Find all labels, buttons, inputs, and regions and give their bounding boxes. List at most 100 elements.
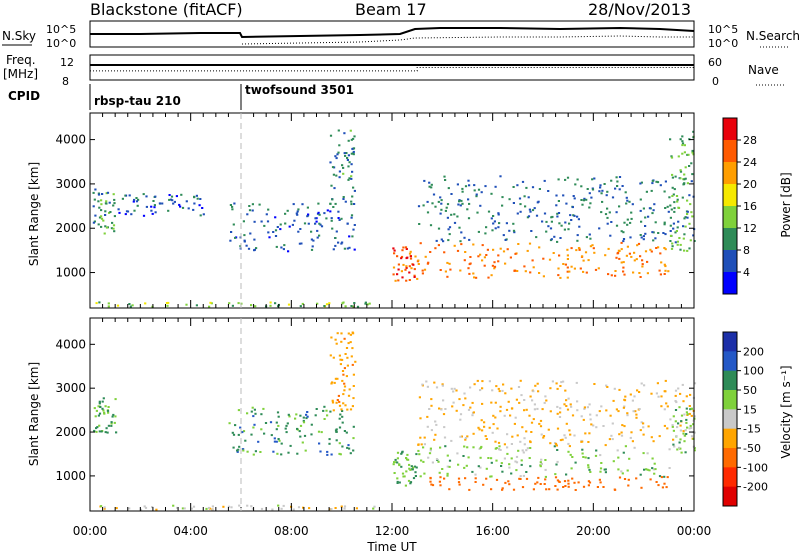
power-cell-2-11 (269, 304, 272, 307)
velocity-cell-7-164 (562, 380, 565, 383)
velocity-cell-2-82 (305, 413, 308, 416)
velocity-cell-2-40 (262, 407, 265, 410)
velocity-cell-1-42 (190, 507, 193, 510)
power-cell-2-48 (328, 302, 331, 305)
x-axis-ticks: 00:00 04:00 08:00 12:00 16:00 20:00 00:00 (73, 524, 712, 538)
power-cell-8-45 (681, 196, 684, 199)
power-cell-6-86 (468, 272, 471, 275)
power-cell-5-8 (416, 277, 419, 280)
velocity-cell-2-99 (253, 408, 256, 411)
velocity-cell-6-69 (596, 486, 599, 488)
velocity-cell-2-44 (275, 421, 278, 424)
velocity-cell-7-15 (600, 405, 603, 408)
power-cell-3-0 (350, 216, 353, 219)
power-cell-7-298 (686, 216, 689, 219)
velocity-cell-7-160 (483, 421, 486, 424)
velocity-cell-5-116 (668, 467, 671, 469)
power-cell-6-74 (663, 273, 666, 275)
velocity-cell-7-76 (551, 380, 554, 383)
velocity-cell-6-33 (448, 488, 451, 491)
velocity-cell-7-68 (536, 382, 539, 385)
power-cell-5-0 (401, 276, 404, 279)
power-cell-7-278 (571, 206, 574, 209)
power-cell-1-11 (170, 195, 174, 198)
power-cell-7-44 (445, 206, 448, 209)
power-cell-7-92 (423, 179, 426, 182)
power-cell-7-38 (642, 238, 645, 241)
velocity-cell-7-7 (533, 403, 536, 406)
velocity-cell-2-50 (260, 413, 263, 416)
velocity-cell-7-6 (506, 433, 509, 436)
velocity-cell-6-27 (582, 485, 586, 488)
velocity-cell-4-22 (394, 458, 397, 461)
velocity-cell-7-246 (558, 416, 562, 418)
power-cell-8-16 (688, 165, 691, 167)
velocity-cell-7-264 (441, 384, 444, 387)
velocity-cell-0-21 (110, 422, 113, 425)
velocity-cell-3-17 (343, 389, 346, 392)
velocity-cell-8-30 (677, 422, 680, 425)
velocity-cell-2-69 (232, 446, 235, 449)
power-cell-2-26 (231, 304, 234, 307)
power-colorbar-tick-label-0: 28 (743, 134, 757, 147)
velocity-cell-8-11 (690, 407, 693, 410)
power-cell-3-108 (234, 236, 237, 239)
velocity-cell-2-10 (238, 445, 241, 448)
velocity-cell-3-1 (336, 377, 339, 380)
power-cell-8-50 (686, 213, 689, 215)
velocity-cell-3-18 (341, 358, 344, 361)
power-cell-5-16 (405, 279, 408, 282)
velocity-cell-8-18 (685, 407, 688, 410)
power-cell-3-65 (325, 217, 328, 220)
velocity-cell-3-54 (351, 405, 354, 408)
power-cell-7-285 (551, 215, 554, 218)
velocity-cell-2-120 (302, 416, 305, 419)
power-cell-3-101 (274, 216, 277, 219)
velocity-cell-6-18 (543, 483, 546, 485)
velocity-cell-8-44 (680, 451, 683, 454)
velocity-cell-6-59 (485, 477, 488, 480)
power-cell-7-34 (639, 234, 642, 236)
velocity-cell-7-223 (560, 381, 563, 384)
power-cell-6-136 (493, 265, 497, 268)
power-cell-8-70 (679, 169, 682, 172)
power-colorbar-tick-label-1: 24 (743, 156, 757, 169)
power-cell-2-2 (208, 305, 211, 308)
velocity-cell-6-39 (464, 477, 467, 480)
noise-sky-trace (90, 26, 695, 39)
power-cell-6-71 (492, 248, 495, 251)
power-cell-2-15 (210, 302, 213, 305)
velocity-cell-7-226 (525, 408, 528, 411)
power-cell-3-94 (284, 212, 287, 215)
velocity-cell-5-32 (526, 447, 529, 450)
power-cell-3-4 (332, 248, 335, 251)
velocity-cell-5-17 (522, 451, 525, 454)
power-cell-6-152 (641, 259, 644, 262)
power-cell-4-31 (351, 170, 354, 173)
velocity-cell-5-81 (553, 445, 556, 448)
date-title: 28/Nov/2013 (588, 0, 691, 19)
velocity-cell-5-11 (604, 471, 607, 474)
power-cell-6-147 (575, 249, 578, 252)
power-cell-6-70 (532, 266, 535, 269)
power-cell-1-44 (158, 202, 161, 205)
velocity-cell-5-101 (620, 470, 623, 473)
power-cell-7-235 (426, 211, 430, 214)
power-cell-1-33 (128, 194, 131, 197)
power-cell-1-51 (133, 209, 136, 212)
power-cell-3-60 (233, 202, 236, 205)
power-cell-8-67 (681, 135, 684, 138)
power-cell-0-31 (105, 226, 109, 229)
velocity-cell-1-9 (144, 506, 148, 509)
velocity-cell-2-25 (277, 415, 280, 418)
velocity-cell-6-67 (490, 488, 493, 491)
velocity-cell-1-32 (227, 505, 231, 508)
freq-label-line2: [MHz] (3, 67, 38, 81)
power-cell-6-43 (633, 251, 636, 254)
velocity-cell-0-4 (104, 405, 107, 408)
velocity-cell-4-1 (405, 470, 408, 473)
velocity-cell-2-2 (273, 437, 276, 440)
velocity-cell-8-1 (672, 429, 675, 432)
power-cell-0-26 (100, 215, 103, 218)
